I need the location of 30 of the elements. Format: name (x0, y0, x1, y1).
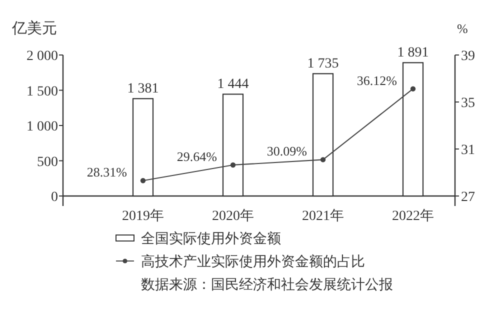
data-label: 30.09% (266, 144, 307, 159)
annotation: 数据来源：国民经济和社会发展统计公报 (141, 278, 393, 293)
xtick: 2021年 (302, 209, 344, 224)
point (230, 162, 236, 168)
point (410, 86, 416, 92)
y2tick: 39 (461, 49, 475, 64)
data-label: 1 891 (397, 46, 429, 61)
ytick: 1 500 (26, 84, 58, 100)
y2tick: 31 (461, 143, 475, 158)
point (320, 157, 326, 162)
data-label: 28.31% (86, 164, 127, 180)
y2label: % (457, 21, 468, 36)
ytick: 2 000 (26, 49, 58, 64)
xtick: 2022年 (392, 209, 434, 224)
ytick: 0 (51, 190, 58, 205)
y2tick: 35 (461, 96, 475, 111)
legend-label: 高技术产业实际使用外资金额的占比 (141, 255, 365, 270)
xtick: 2019年 (122, 209, 164, 224)
data-label: 29.64% (176, 148, 217, 164)
xtick: 2020年 (212, 209, 254, 224)
ylabel: 亿美元 (12, 21, 57, 37)
y2tick: 27 (461, 190, 475, 205)
data-label: 1 381 (127, 82, 159, 97)
ytick: 1 000 (26, 120, 58, 134)
legend-label: 全国实际使用外资金额 (141, 232, 281, 247)
point (140, 178, 146, 184)
ytick: 500 (37, 154, 58, 170)
data-label: 36.12% (356, 72, 397, 88)
data-label: 1 735 (307, 56, 339, 72)
data-label: 1 444 (217, 77, 249, 92)
